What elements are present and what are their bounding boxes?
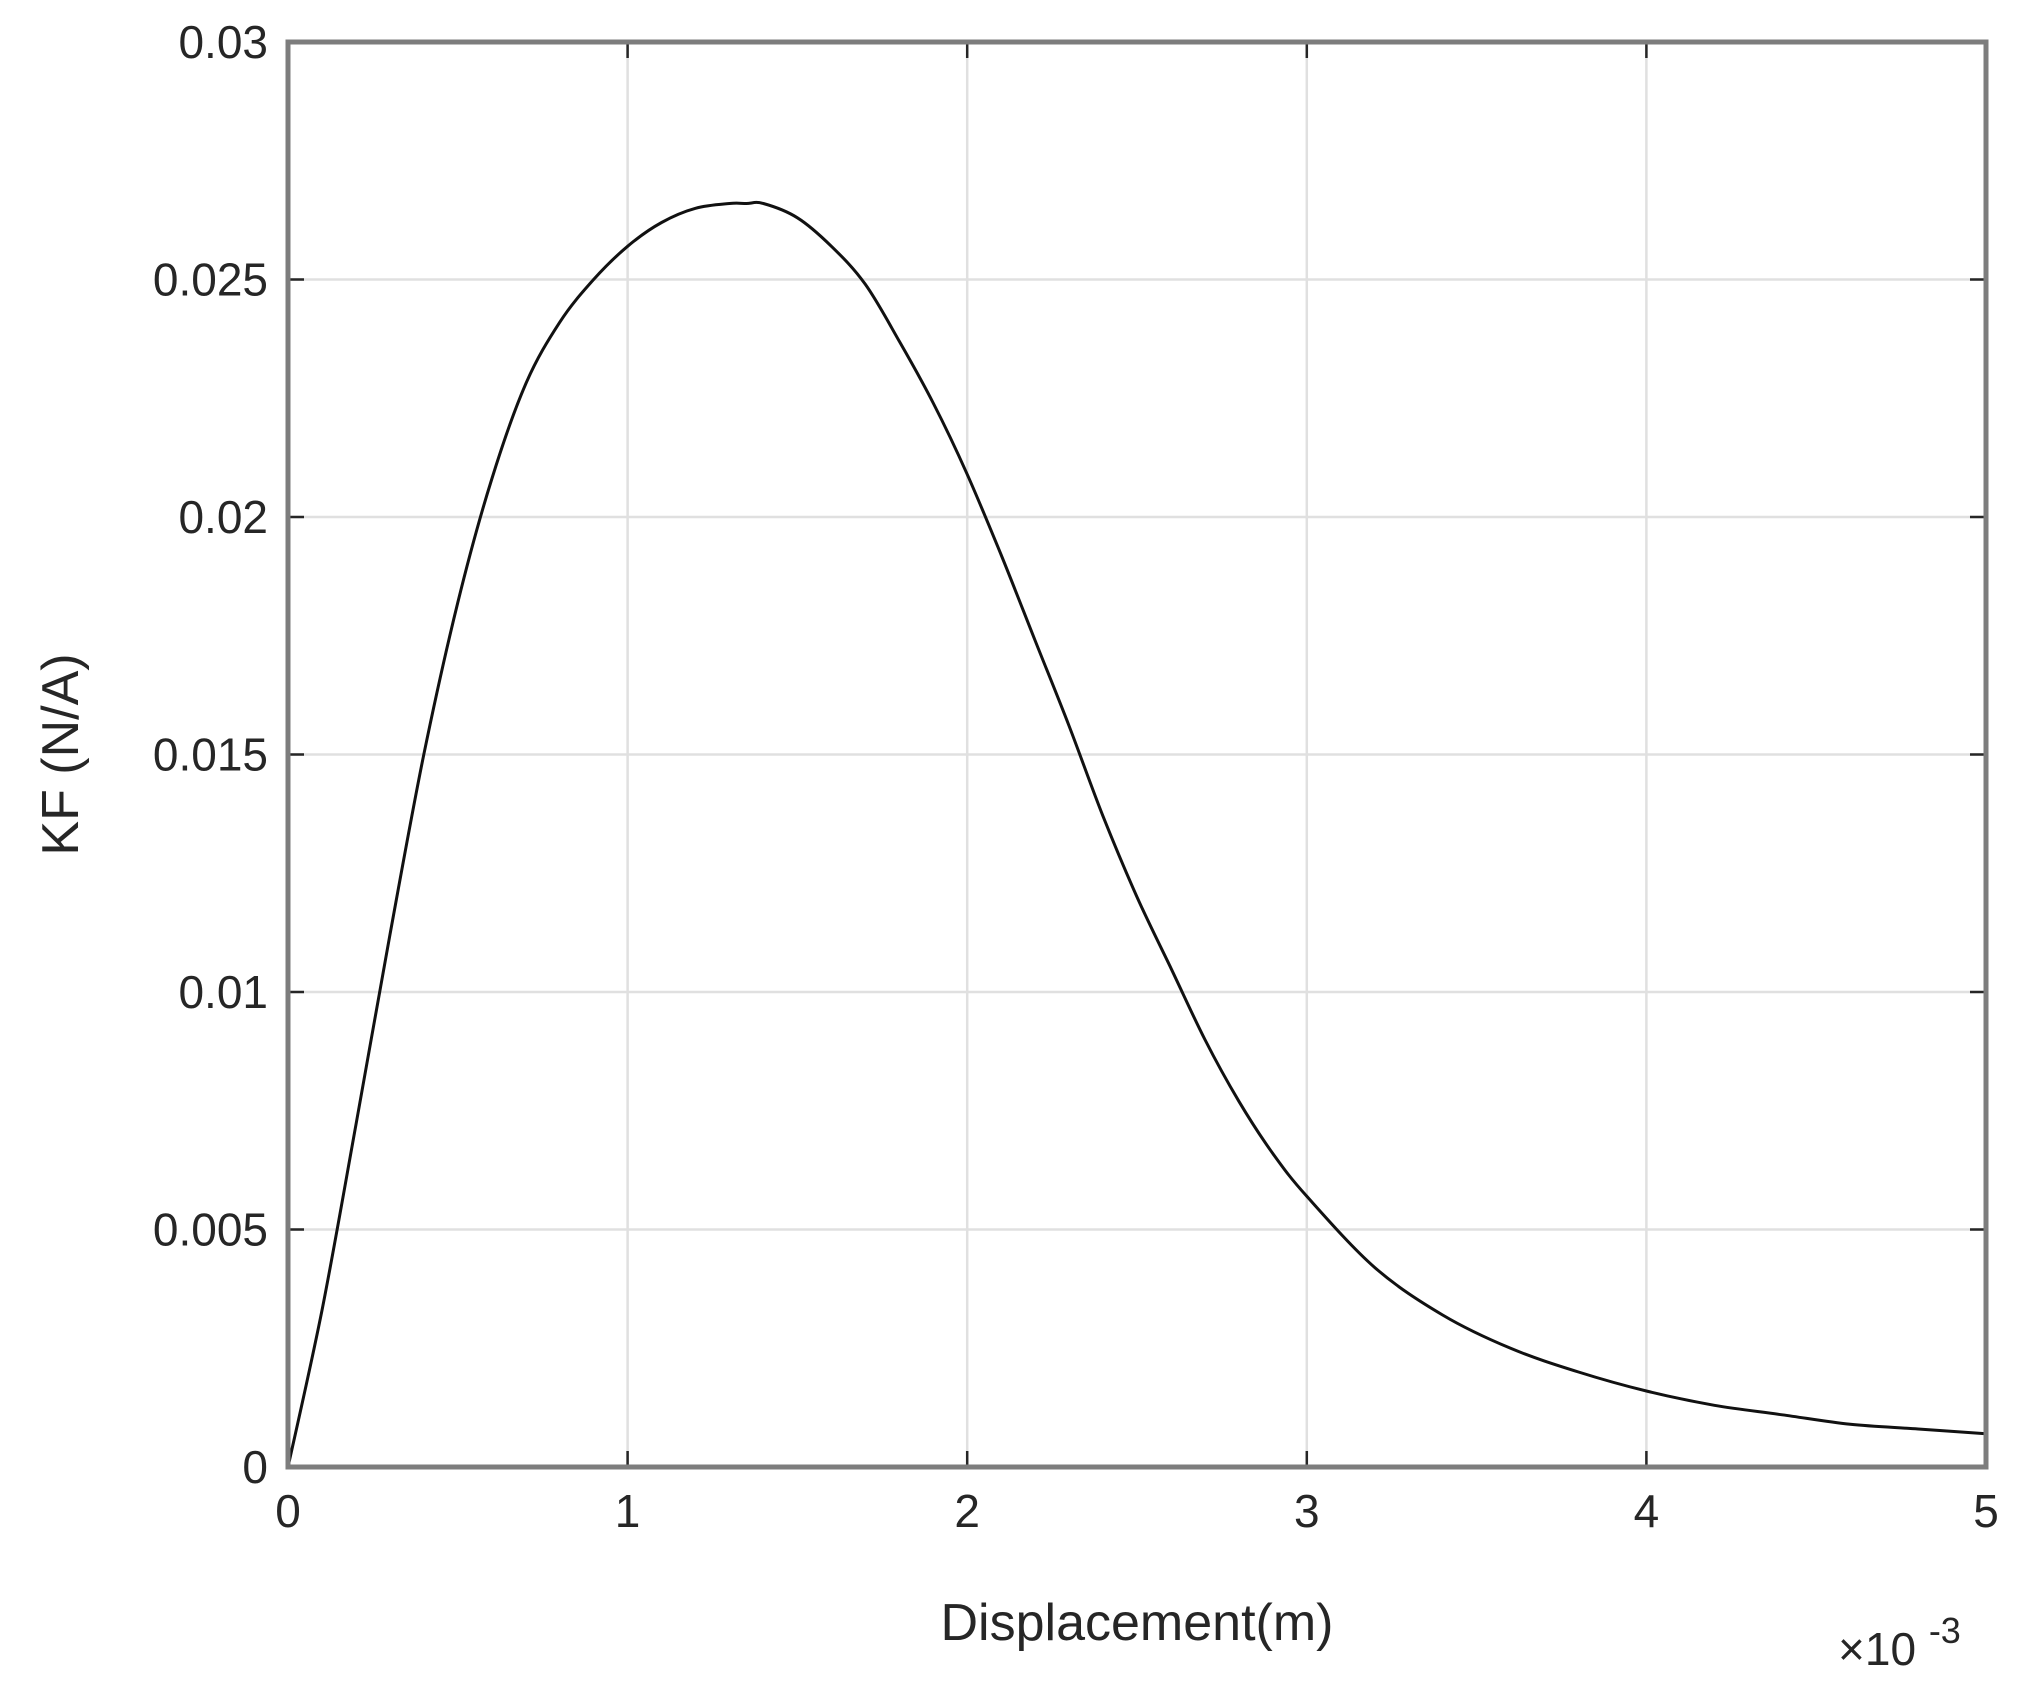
x-tick-label: 1 bbox=[615, 1485, 641, 1537]
y-tick-label: 0.01 bbox=[178, 966, 268, 1018]
y-tick-label: 0.025 bbox=[153, 254, 268, 306]
y-tick-label: 0 bbox=[242, 1441, 268, 1493]
x-tick-labels: 0 1 2 3 4 5 bbox=[275, 1485, 1999, 1537]
x-axis-exponent-base: ×10 bbox=[1838, 1623, 1916, 1675]
y-tick-label: 0.03 bbox=[178, 16, 268, 68]
x-tick-label: 4 bbox=[1634, 1485, 1660, 1537]
x-tick-label: 0 bbox=[275, 1485, 301, 1537]
axes-box bbox=[285, 39, 1989, 1470]
y-tick-labels: 0 0.005 0.01 0.015 0.02 0.025 0.03 bbox=[153, 16, 268, 1493]
y-tick-label: 0.02 bbox=[178, 491, 268, 543]
x-tick-label: 5 bbox=[1973, 1485, 1999, 1537]
y-tick-label: 0.005 bbox=[153, 1204, 268, 1256]
x-tick-label: 2 bbox=[954, 1485, 980, 1537]
y-axis-title: KF (N/A) bbox=[32, 653, 90, 855]
x-axis-exponent-power: -3 bbox=[1929, 1610, 1961, 1651]
x-axis-title: Displacement(m) bbox=[941, 1594, 1334, 1652]
x-tick-label: 3 bbox=[1294, 1485, 1320, 1537]
y-tick-label: 0.015 bbox=[153, 729, 268, 781]
series-line bbox=[286, 200, 1987, 1468]
y-grid bbox=[288, 278, 1986, 1231]
x-axis-exponent: ×10 -3 bbox=[1838, 1610, 1961, 1675]
